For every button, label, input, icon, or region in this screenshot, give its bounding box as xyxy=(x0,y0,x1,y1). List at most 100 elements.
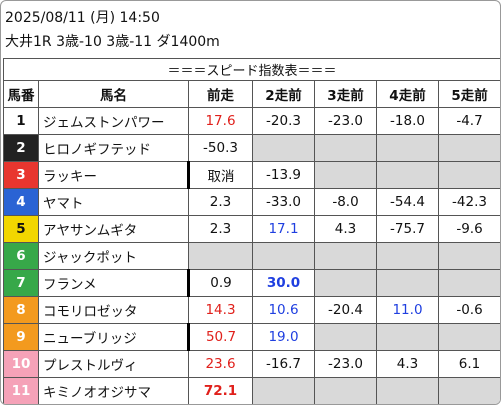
speed-index: 30.0 xyxy=(252,269,315,297)
horse-number: 10 xyxy=(3,350,39,378)
speed-index xyxy=(437,242,500,270)
horse-row: 9 ニューブリッジ 50.7 19.0 xyxy=(3,323,500,351)
horse-name: キミノオオジサマ xyxy=(38,377,189,404)
horse-name: ニューブリッジ xyxy=(38,323,189,351)
speed-index: -42.3 xyxy=(437,188,500,216)
speed-index: -8.0 xyxy=(314,188,377,216)
title-row: ＝＝＝スピード指数表＝＝＝ xyxy=(2,58,500,81)
speed-index: 4.3 xyxy=(376,350,439,378)
speed-index: -9.6 xyxy=(437,215,500,243)
speed-index: 19.0 xyxy=(252,323,315,351)
horse-number: 5 xyxy=(3,215,39,243)
horse-row: 11 キミノオオジサマ 72.1 xyxy=(3,377,500,404)
horse-row: 8 コモリロゼッタ 14.3 10.6 -20.4 11.0 -0.6 xyxy=(3,296,500,324)
horse-number: 11 xyxy=(3,377,39,404)
speed-index xyxy=(314,269,377,297)
horse-row: 6 ジャックポット xyxy=(3,242,500,270)
horse-name: ジェムストンパワー xyxy=(38,107,189,135)
date: 2025/08/11 (月) 14:50 xyxy=(5,10,160,26)
horse-number: 6 xyxy=(3,242,39,270)
horse-row: 7 フランメ 0.9 30.0 xyxy=(3,269,500,297)
speed-index: -16.7 xyxy=(252,350,315,378)
table-title: ＝＝＝スピード指数表＝＝＝ xyxy=(2,58,500,81)
speed-index: 10.6 xyxy=(252,296,315,324)
horse-number: 9 xyxy=(3,323,39,351)
speed-index: 2.3 xyxy=(188,215,253,243)
speed-index: -4.7 xyxy=(437,107,500,135)
speed-index: 2.3 xyxy=(188,188,253,216)
horse-name: プレストルヴィ xyxy=(38,350,189,378)
speed-table: ＝＝＝スピード指数表＝＝＝ 馬番 馬名 前走 2走前 3走前 4走前 5走前 1 ジェムストンパワ… xyxy=(2,58,500,404)
horse-number: 7 xyxy=(3,269,39,297)
speed-index xyxy=(314,161,377,189)
speed-index: -13.9 xyxy=(252,161,315,189)
horse-row: 1 ジェムストンパワー 17.6 -20.3 -23.0 -18.0 -4.7 xyxy=(3,107,500,135)
horse-name: アヤサンムギタ xyxy=(38,215,189,243)
column-header: 3走前 xyxy=(314,80,377,108)
column-header: 4走前 xyxy=(376,80,439,108)
speed-index: -75.7 xyxy=(376,215,439,243)
column-header: 馬番 xyxy=(3,80,39,108)
speed-index xyxy=(376,377,439,404)
speed-index: 50.7 xyxy=(187,323,253,351)
column-header: 前走 xyxy=(188,80,253,108)
speed-index xyxy=(252,134,315,162)
speed-index xyxy=(314,134,377,162)
horse-name: ヤマト xyxy=(38,188,189,216)
speed-index: 4.3 xyxy=(314,215,377,243)
speed-index xyxy=(252,242,315,270)
speed-index xyxy=(376,161,439,189)
speed-index xyxy=(437,134,500,162)
speed-index: -18.0 xyxy=(376,107,439,135)
speed-index: -23.0 xyxy=(314,350,377,378)
speed-index: -33.0 xyxy=(252,188,315,216)
horse-row: 3 ラッキー 取消 -13.9 xyxy=(3,161,500,189)
horse-number: 4 xyxy=(3,188,39,216)
speed-index xyxy=(437,161,500,189)
speed-index xyxy=(437,269,500,297)
speed-index xyxy=(188,242,253,270)
speed-index: -50.3 xyxy=(188,134,253,162)
speed-index: 17.1 xyxy=(252,215,315,243)
horse-name: ヒロノギフテッド xyxy=(38,134,189,162)
speed-index: -20.4 xyxy=(314,296,377,324)
horse-name: フランメ xyxy=(38,269,189,297)
horse-name: ラッキー xyxy=(38,161,189,189)
race-info: 大井1R 3歳-10 3歳-11 ダ1400m xyxy=(5,34,220,50)
speed-index: -54.4 xyxy=(376,188,439,216)
speed-index: 6.1 xyxy=(437,350,500,378)
column-header: 馬名 xyxy=(38,80,189,108)
speed-index xyxy=(314,323,377,351)
speed-index xyxy=(437,323,500,351)
speed-index: 取消 xyxy=(187,161,253,189)
speed-index: 72.1 xyxy=(188,377,253,404)
speed-index xyxy=(376,323,439,351)
speed-index xyxy=(314,242,377,270)
speed-index xyxy=(376,242,439,270)
horse-number: 8 xyxy=(3,296,39,324)
horse-name: コモリロゼッタ xyxy=(38,296,189,324)
speed-index xyxy=(376,269,439,297)
speed-index xyxy=(376,134,439,162)
horse-number: 1 xyxy=(3,107,39,135)
speed-index xyxy=(314,377,377,404)
column-header: 2走前 xyxy=(252,80,315,108)
horse-row: 2 ヒロノギフテッド -50.3 xyxy=(3,134,500,162)
horse-number: 3 xyxy=(3,161,39,189)
column-header: 5走前 xyxy=(437,80,500,108)
horse-name: ジャックポット xyxy=(38,242,189,270)
speed-index: -20.3 xyxy=(252,107,315,135)
header-row: 馬番 馬名 前走 2走前 3走前 4走前 5走前 xyxy=(3,80,500,108)
horse-row: 10 プレストルヴィ 23.6 -16.7 -23.0 4.3 6.1 xyxy=(3,350,500,378)
horse-row: 4 ヤマト 2.3 -33.0 -8.0 -54.4 -42.3 xyxy=(3,188,500,216)
horse-row: 5 アヤサンムギタ 2.3 17.1 4.3 -75.7 -9.6 xyxy=(3,215,500,243)
speed-index xyxy=(252,377,315,404)
speed-index: 14.3 xyxy=(188,296,253,324)
speed-index: -23.0 xyxy=(314,107,377,135)
speed-index: 0.9 xyxy=(187,269,253,297)
speed-index: -0.6 xyxy=(437,296,500,324)
speed-index: 11.0 xyxy=(376,296,439,324)
speed-index: 23.6 xyxy=(188,350,253,378)
horse-number: 2 xyxy=(3,134,39,162)
